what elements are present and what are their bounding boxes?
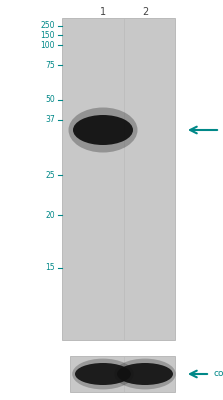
Ellipse shape (72, 359, 134, 390)
Text: 2: 2 (142, 7, 148, 17)
Text: 20: 20 (45, 210, 55, 220)
Bar (70, 356, 175, 392)
Bar (62, 18, 175, 340)
Text: 75: 75 (45, 60, 55, 70)
Ellipse shape (68, 108, 138, 152)
Text: 250: 250 (41, 22, 55, 30)
Ellipse shape (114, 359, 176, 390)
Text: 15: 15 (45, 264, 55, 272)
Text: 1: 1 (100, 7, 106, 17)
Text: 150: 150 (41, 30, 55, 40)
Text: 100: 100 (41, 40, 55, 50)
Text: 25: 25 (45, 170, 55, 180)
Ellipse shape (75, 363, 131, 385)
Text: 50: 50 (45, 96, 55, 104)
Ellipse shape (117, 363, 173, 385)
Ellipse shape (73, 115, 133, 145)
Text: 37: 37 (45, 116, 55, 124)
Text: control: control (213, 370, 223, 378)
